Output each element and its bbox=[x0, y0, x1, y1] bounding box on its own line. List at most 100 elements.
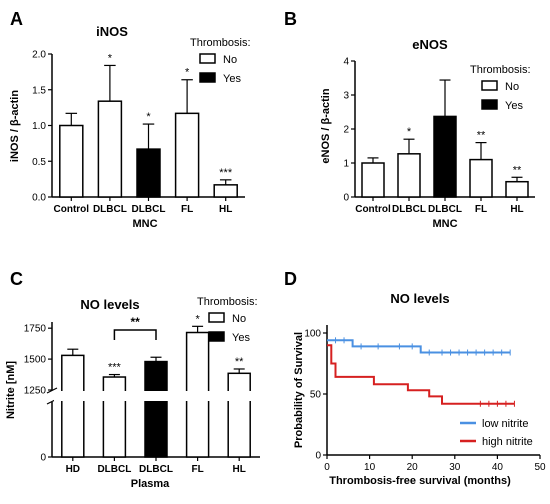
y-tick-label: 2.0 bbox=[32, 50, 46, 61]
x-tick-label: 0 bbox=[324, 462, 330, 473]
legend-swatch-yes bbox=[208, 331, 225, 342]
bar bbox=[102, 376, 127, 458]
y-axis-label: iNOS / β-actin bbox=[9, 90, 21, 162]
x-tick-label: DLBCL bbox=[392, 204, 426, 215]
significance-label: ** bbox=[235, 356, 244, 368]
legend-label-yes: Yes bbox=[232, 332, 250, 344]
panel-d-survival-chart: NO levels 0 50 100 0 10 20 30 40 50 Probability of… bbox=[293, 291, 546, 487]
bar bbox=[505, 180, 529, 198]
survival-curve-high-nitrite bbox=[327, 344, 515, 405]
x-tick-label: DLBCL bbox=[428, 204, 462, 215]
x-axis-label: Plasma bbox=[131, 478, 170, 490]
legend-label-low-nitrite: low nitrite bbox=[482, 418, 528, 430]
chart-title: eNOS bbox=[412, 37, 448, 52]
bar bbox=[61, 354, 85, 458]
chart-title: NO levels bbox=[390, 291, 449, 306]
y-axis-label: eNOS / β-actin bbox=[320, 88, 332, 163]
legend-swatch-no bbox=[208, 312, 225, 323]
bar bbox=[174, 112, 200, 198]
axis-break-gap bbox=[54, 391, 259, 401]
bar bbox=[136, 148, 161, 198]
survival-curve-low-nitrite bbox=[327, 339, 511, 354]
x-tick-label: DLBCL bbox=[132, 204, 166, 215]
x-tick-label: 10 bbox=[364, 462, 376, 473]
y-tick-label: 0 bbox=[40, 453, 46, 464]
significance-label: ** bbox=[513, 164, 522, 176]
panel-b-enos-chart: eNOS 0 1 2 3 4 eNOS / β-actin Control * DLBCL DLBC… bbox=[320, 37, 535, 230]
y-axis-label: Probability of Survival bbox=[293, 332, 305, 448]
y-tick-label: 1250 bbox=[24, 386, 47, 397]
significance-label: *** bbox=[219, 167, 233, 179]
panel-letter-a: A bbox=[10, 9, 23, 29]
x-tick-label: FL bbox=[475, 204, 487, 215]
legend-label-high-nitrite: high nitrite bbox=[482, 436, 533, 448]
y-tick-label: 1.0 bbox=[32, 121, 46, 132]
panel-letter-d: D bbox=[284, 269, 297, 289]
y-tick-label: 4 bbox=[343, 57, 349, 68]
y-axis-label: Nitrite [nM] bbox=[5, 361, 17, 419]
legend-label-no: No bbox=[505, 81, 519, 93]
legend-title: Thrombosis: bbox=[470, 64, 531, 76]
y-tick-label: 0 bbox=[315, 451, 321, 462]
x-tick-label: DLBCL bbox=[97, 464, 131, 475]
panel-letter-c: C bbox=[10, 269, 23, 289]
bar bbox=[469, 158, 493, 198]
legend-label-yes: Yes bbox=[505, 100, 523, 112]
bar bbox=[227, 372, 251, 458]
bar bbox=[397, 153, 421, 198]
chart-title: iNOS bbox=[96, 24, 128, 39]
significance-label: * bbox=[407, 126, 412, 138]
legend-swatch-yes bbox=[481, 99, 498, 110]
bar bbox=[361, 162, 385, 198]
significance-label: ** bbox=[477, 130, 486, 142]
x-tick-label: DLBCL bbox=[93, 204, 127, 215]
x-tick-label: FL bbox=[181, 204, 193, 215]
y-tick-label: 50 bbox=[310, 390, 322, 401]
x-tick-label: Control bbox=[54, 204, 90, 215]
x-axis-label: MNC bbox=[132, 218, 157, 230]
significance-label: * bbox=[195, 313, 200, 325]
y-tick-label: 0.0 bbox=[32, 193, 46, 204]
chart-title: NO levels bbox=[80, 297, 139, 312]
x-tick-label: 50 bbox=[534, 462, 546, 473]
bracket-label: ** bbox=[131, 315, 141, 329]
significance-bracket bbox=[113, 329, 157, 340]
bar bbox=[433, 115, 457, 198]
y-tick-label: 2 bbox=[343, 125, 349, 136]
significance-label: * bbox=[108, 52, 113, 64]
y-tick-label: 1750 bbox=[24, 324, 47, 335]
x-tick-label: Control bbox=[355, 204, 391, 215]
x-axis-label: MNC bbox=[432, 218, 457, 230]
legend-swatch-yes bbox=[199, 72, 216, 83]
x-tick-label: 20 bbox=[407, 462, 419, 473]
y-tick-label: 0 bbox=[343, 193, 349, 204]
bar bbox=[144, 360, 168, 458]
significance-label: * bbox=[146, 111, 151, 123]
y-tick-label: 3 bbox=[343, 91, 349, 102]
legend-title: Thrombosis: bbox=[190, 37, 251, 49]
legend-swatch-no bbox=[199, 53, 216, 64]
significance-label: * bbox=[185, 67, 190, 79]
bar bbox=[59, 124, 84, 198]
y-tick-label: 0.5 bbox=[32, 157, 46, 168]
x-tick-label: FL bbox=[191, 464, 203, 475]
panel-letter-b: B bbox=[284, 9, 297, 29]
axis-break-mark bbox=[46, 387, 58, 394]
x-tick-label: HD bbox=[66, 464, 80, 475]
significance-label: *** bbox=[108, 362, 122, 374]
bar bbox=[97, 100, 123, 198]
x-tick-label: 40 bbox=[492, 462, 504, 473]
legend-label-yes: Yes bbox=[223, 73, 241, 85]
y-tick-label: 1500 bbox=[24, 355, 47, 366]
y-tick-label: 1 bbox=[343, 159, 349, 170]
x-axis-label: Thrombosis-free survival (months) bbox=[329, 475, 511, 487]
legend-swatch-no bbox=[481, 80, 498, 91]
x-tick-label: HL bbox=[510, 204, 523, 215]
legend-label-no: No bbox=[223, 54, 237, 66]
x-tick-label: HL bbox=[233, 464, 246, 475]
bar bbox=[213, 184, 238, 198]
legend-label-no: No bbox=[232, 313, 246, 325]
x-tick-label: HL bbox=[219, 204, 232, 215]
